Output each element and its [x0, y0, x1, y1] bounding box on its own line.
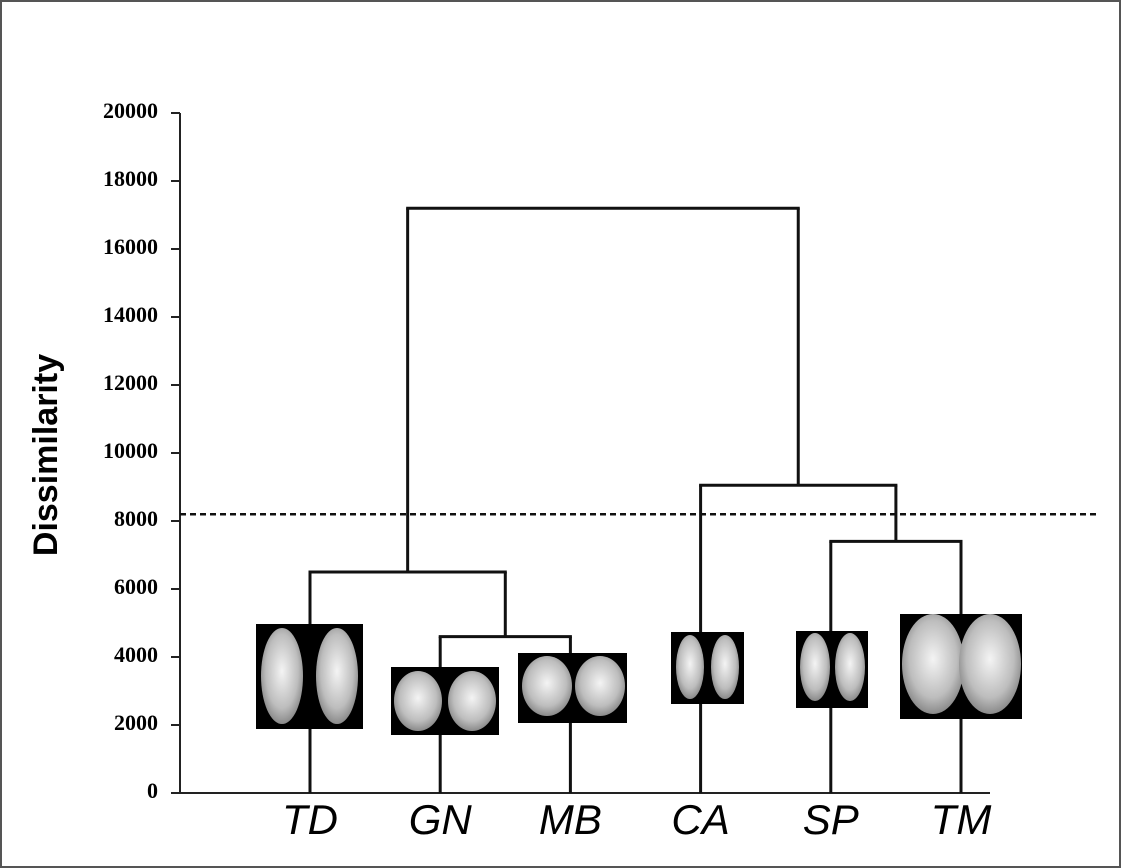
y-axis-label: Dissimilarity	[27, 354, 65, 556]
leaf-label: TM	[931, 796, 992, 843]
photo	[256, 624, 363, 729]
leaf-label: MB	[539, 796, 602, 843]
y-tick-label: 6000	[114, 574, 158, 599]
y-tick-label: 4000	[114, 642, 158, 667]
y-tick-label: 14000	[103, 302, 158, 327]
y-tick-label: 10000	[103, 438, 158, 463]
y-tick-label: 0	[147, 778, 158, 803]
y-tick-label: 18000	[103, 166, 158, 191]
y-tick-label: 8000	[114, 506, 158, 531]
y-tick-label: 20000	[103, 98, 158, 123]
leaf-label: CA	[671, 796, 729, 843]
photo	[518, 653, 627, 723]
y-tick-label: 12000	[103, 370, 158, 395]
leaf-label: GN	[409, 796, 473, 843]
leaf-label: SP	[803, 796, 859, 843]
shell-photos	[256, 614, 1022, 735]
photo	[671, 632, 744, 704]
y-tick-label: 16000	[103, 234, 158, 259]
photo	[796, 631, 868, 708]
y-tick-label: 2000	[114, 710, 158, 735]
photo	[900, 614, 1022, 719]
leaf-label: TD	[282, 796, 338, 843]
photo	[391, 667, 499, 735]
